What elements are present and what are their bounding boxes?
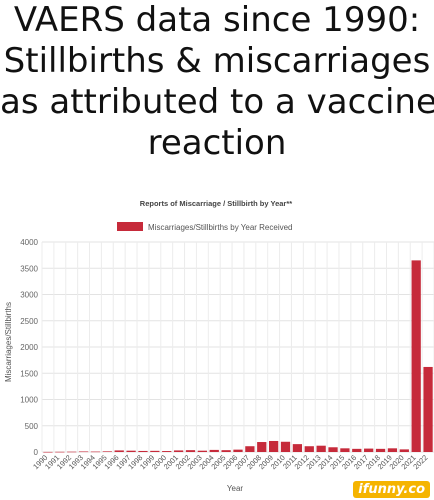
bar-2011 bbox=[292, 444, 303, 452]
y-tick-label: 500 bbox=[25, 422, 39, 431]
bar-1999 bbox=[150, 450, 160, 452]
y-tick-label: 3000 bbox=[20, 291, 38, 300]
legend-swatch bbox=[117, 222, 143, 231]
bar-2012 bbox=[304, 446, 314, 452]
legend-label: Miscarriages/Stillbirths by Year Receive… bbox=[148, 223, 293, 232]
bar-2020 bbox=[399, 449, 409, 452]
y-tick-label: 4000 bbox=[20, 238, 38, 247]
y-axis-ticks: 0 500 1000 1500 2000 2500 3000 3500 4000 bbox=[20, 238, 38, 457]
y-tick-label: 1500 bbox=[20, 369, 38, 378]
chart-title: Reports of Miscarriage / Stillbirth by Y… bbox=[140, 199, 292, 208]
bar-1996 bbox=[114, 450, 124, 452]
headline-line-4: reaction bbox=[147, 123, 287, 163]
chart-grid bbox=[41, 241, 434, 453]
bar-2004 bbox=[209, 449, 219, 452]
bar-1991 bbox=[55, 451, 65, 453]
bar-2014 bbox=[328, 447, 338, 452]
headline-line-3: as attributed to a vaccine bbox=[0, 82, 434, 122]
bar-2003 bbox=[197, 450, 207, 452]
bar-1994 bbox=[90, 451, 101, 453]
bar-2008 bbox=[257, 442, 267, 452]
y-tick-label: 2000 bbox=[20, 343, 38, 352]
bar-1998 bbox=[138, 450, 148, 452]
bar-2017 bbox=[364, 448, 374, 452]
bar-2021 bbox=[411, 260, 421, 452]
bar-2018 bbox=[375, 448, 386, 452]
bar-1990 bbox=[43, 451, 53, 453]
y-tick-label: 0 bbox=[34, 448, 39, 457]
bar-1997 bbox=[126, 450, 136, 452]
y-tick-label: 1000 bbox=[20, 396, 38, 405]
headline: VAERS data since 1990: Stillbirths & mis… bbox=[0, 0, 434, 164]
x-axis-label: Year bbox=[227, 484, 244, 492]
bar-2007 bbox=[245, 446, 255, 452]
bar-2016 bbox=[352, 448, 362, 452]
bar-2015 bbox=[340, 448, 350, 452]
y-tick-label: 3500 bbox=[20, 264, 38, 273]
bar-2019 bbox=[387, 448, 398, 452]
bar-chart: Reports of Miscarriage / Stillbirth by Y… bbox=[4, 199, 434, 492]
bar-2001 bbox=[173, 450, 184, 452]
x-tick-label: 2022 bbox=[411, 453, 429, 471]
bar-2022 bbox=[423, 366, 433, 452]
bar-1992 bbox=[67, 451, 77, 453]
bar-1993 bbox=[78, 451, 89, 453]
bar-2000 bbox=[162, 451, 172, 452]
y-axis-label: Miscarriages/Stillbirths bbox=[4, 302, 13, 382]
chart-bars bbox=[43, 260, 433, 453]
ifunny-watermark: ifunny.co bbox=[353, 481, 430, 498]
bar-2005 bbox=[221, 450, 231, 452]
bar-1995 bbox=[102, 451, 112, 452]
x-axis-ticks: 1990199119921993199419951996199719981999… bbox=[31, 453, 429, 471]
bar-2010 bbox=[280, 441, 291, 452]
bar-2002 bbox=[185, 450, 196, 452]
headline-line-1: VAERS data since 1990: bbox=[13, 0, 421, 40]
bar-2009 bbox=[269, 440, 279, 452]
bar-2013 bbox=[316, 445, 326, 452]
y-tick-label: 2500 bbox=[20, 317, 38, 326]
headline-line-2: Stillbirths & miscarriages bbox=[3, 41, 431, 81]
chart-legend: Miscarriages/Stillbirths by Year Receive… bbox=[117, 222, 293, 232]
bar-2006 bbox=[233, 449, 243, 452]
